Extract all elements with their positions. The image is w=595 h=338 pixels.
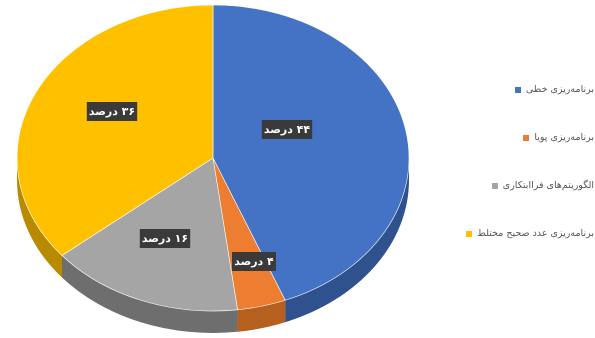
legend-label-dynamic: برنامه‌ریزی پویا [534,132,594,143]
legend-item-mixed-integer: برنامه‌ریزی عدد صحیح مختلط [436,228,594,239]
legend-item-linear: برنامه‌ریزی خطی [436,84,594,95]
legend-swatch-mixed-integer [466,230,473,237]
legend-swatch-linear [514,86,521,93]
data-label-linear: ۴۴ درصد [261,120,313,139]
data-label-box-dynamic [232,252,276,271]
legend-label-metaheuristic: الگوریتم‌های فراابتکاری [502,180,594,191]
legend-swatch-dynamic [523,134,530,141]
pie-side-mixed-integer [17,158,62,278]
pie-sides [17,158,409,333]
data-label-text-mixed-integer: ۳۶ درصد [89,105,135,118]
legend-label-mixed-integer: برنامه‌ریزی عدد صحیح مختلط [477,228,594,239]
data-label-mixed-integer: ۳۶ درصد [86,102,138,121]
legend-label-linear: برنامه‌ریزی خطی [525,84,594,95]
data-label-metaheuristic: ۱۶ درصد [139,229,191,248]
pie-slice-linear [212,4,410,301]
pie-chart: ۴۴ درصد ۴ درصد ۱۶ درصد ۳۶ درصد [16,4,410,333]
data-label-box-linear [261,120,313,139]
data-label-box-mixed-integer [86,102,138,121]
pie-side-metaheuristic [61,255,238,333]
pie-data-labels: ۴۴ درصد ۴ درصد ۱۶ درصد ۳۶ درصد [86,102,313,271]
pie-side-linear [285,158,409,323]
legend-item-metaheuristic: الگوریتم‌های فراابتکاری [436,180,594,191]
pie-side-dynamic [237,300,286,332]
legend: برنامه‌ریزی خطی برنامه‌ریزی پویا الگوریت… [436,84,594,239]
pie-slice-mixed-integer [16,4,214,256]
data-label-text-linear: ۴۴ درصد [264,123,311,136]
legend-item-dynamic: برنامه‌ریزی پویا [436,132,594,143]
data-label-text-dynamic: ۴ درصد [234,255,274,268]
pie-slices [16,4,410,312]
legend-swatch-metaheuristic [491,182,498,189]
data-label-text-metaheuristic: ۱۶ درصد [142,232,188,245]
data-label-dynamic: ۴ درصد [232,252,276,271]
data-label-box-metaheuristic [139,229,191,248]
